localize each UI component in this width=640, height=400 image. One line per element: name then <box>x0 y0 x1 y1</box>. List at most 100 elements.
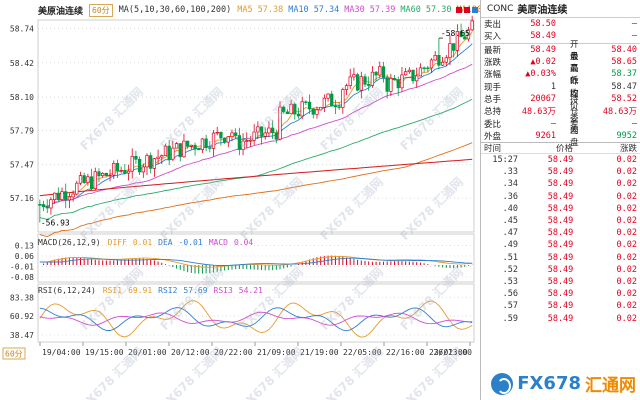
candle[interactable] <box>237 127 242 156</box>
candle[interactable] <box>455 24 460 57</box>
chart-period[interactable]: 60分 <box>89 3 113 17</box>
candle[interactable] <box>304 100 308 106</box>
candle[interactable] <box>466 26 471 42</box>
candle[interactable] <box>211 130 216 157</box>
candle[interactable] <box>300 96 304 120</box>
candle[interactable] <box>64 183 68 209</box>
candle[interactable] <box>326 93 330 102</box>
candle[interactable] <box>134 150 138 165</box>
candle[interactable] <box>400 66 404 92</box>
candle[interactable] <box>137 156 142 176</box>
candle[interactable] <box>270 120 275 139</box>
candle[interactable] <box>167 140 171 166</box>
candle[interactable] <box>245 132 249 149</box>
candle[interactable] <box>256 121 260 140</box>
candle[interactable] <box>448 35 452 66</box>
candle[interactable] <box>337 102 341 110</box>
candle[interactable] <box>470 15 474 32</box>
candle[interactable] <box>437 38 441 70</box>
candle[interactable] <box>71 190 75 202</box>
candle[interactable] <box>252 124 256 145</box>
candle[interactable] <box>171 140 175 162</box>
candle[interactable] <box>52 192 57 204</box>
candle[interactable] <box>319 106 323 111</box>
candle[interactable] <box>208 141 212 153</box>
candle[interactable] <box>215 126 219 136</box>
candle[interactable] <box>259 126 264 145</box>
maximize-icon[interactable] <box>464 7 470 13</box>
candle[interactable] <box>115 159 120 179</box>
candle[interactable] <box>152 157 157 177</box>
candle[interactable] <box>282 105 286 114</box>
candle[interactable] <box>381 61 386 83</box>
candle[interactable] <box>355 72 360 92</box>
candle[interactable] <box>45 199 49 214</box>
candle[interactable] <box>75 180 79 196</box>
candle[interactable] <box>60 187 64 202</box>
candle[interactable] <box>440 56 445 67</box>
candle[interactable] <box>359 71 363 99</box>
candle[interactable] <box>149 152 153 174</box>
candle[interactable] <box>404 67 408 76</box>
candle[interactable] <box>422 66 426 73</box>
trade-list[interactable]: 15:27 58.49 0.02.33 58.49 0.02.34 58.49 0.02.3… <box>481 154 640 325</box>
candle[interactable] <box>101 172 105 178</box>
candle[interactable] <box>374 71 378 82</box>
candle[interactable] <box>274 129 278 144</box>
candle[interactable] <box>174 142 179 149</box>
candle[interactable] <box>285 109 290 115</box>
candle[interactable] <box>112 160 116 179</box>
period-button[interactable] <box>2 347 26 360</box>
candle[interactable] <box>311 107 315 119</box>
candle[interactable] <box>315 106 319 119</box>
candle[interactable] <box>385 74 389 99</box>
candle[interactable] <box>363 73 367 88</box>
candle[interactable] <box>367 76 371 91</box>
kline-chart-area[interactable]: 58.74 58.42 58.10 57.79 57.47 57.16 -58.65 -56.… <box>0 0 513 400</box>
candle[interactable] <box>219 131 223 146</box>
candle[interactable] <box>49 197 53 215</box>
candle[interactable] <box>426 65 430 73</box>
candle[interactable] <box>156 149 160 164</box>
candle[interactable] <box>392 75 397 81</box>
candle[interactable] <box>322 94 326 113</box>
candle[interactable] <box>370 66 375 88</box>
candle[interactable] <box>396 76 400 96</box>
candle[interactable] <box>389 73 393 96</box>
candle[interactable] <box>56 187 60 201</box>
candle[interactable] <box>104 172 108 177</box>
candle[interactable] <box>263 127 267 140</box>
candle[interactable] <box>145 153 149 176</box>
candle[interactable] <box>418 63 423 77</box>
candle[interactable] <box>82 172 86 184</box>
candle[interactable] <box>163 143 168 156</box>
candle[interactable] <box>204 134 208 152</box>
candle[interactable] <box>222 137 227 144</box>
kline-chart-svg[interactable]: 58.74 58.42 58.10 57.79 57.47 57.16 -58.65 -56.… <box>0 0 480 400</box>
chart-window-buttons[interactable] <box>456 7 478 13</box>
candle[interactable] <box>200 138 205 154</box>
candle[interactable] <box>126 164 131 181</box>
candle[interactable] <box>93 167 97 191</box>
candle[interactable] <box>411 69 415 84</box>
candle[interactable] <box>341 87 345 114</box>
candle[interactable] <box>333 99 338 115</box>
candle[interactable] <box>108 169 112 182</box>
candle[interactable] <box>234 128 238 140</box>
candle[interactable] <box>352 67 356 81</box>
candle[interactable] <box>429 58 434 73</box>
candle[interactable] <box>230 129 234 142</box>
candle[interactable] <box>38 199 42 223</box>
candle[interactable] <box>141 163 145 178</box>
candle[interactable] <box>307 94 312 114</box>
candle[interactable] <box>293 102 297 120</box>
candle[interactable] <box>226 136 230 148</box>
candle[interactable] <box>160 154 164 164</box>
candle[interactable] <box>123 163 127 175</box>
candle[interactable] <box>459 23 463 38</box>
candle[interactable] <box>193 142 197 156</box>
candle[interactable] <box>344 83 349 95</box>
candle[interactable] <box>189 144 193 150</box>
candle[interactable] <box>415 67 419 88</box>
candle[interactable] <box>186 140 190 149</box>
